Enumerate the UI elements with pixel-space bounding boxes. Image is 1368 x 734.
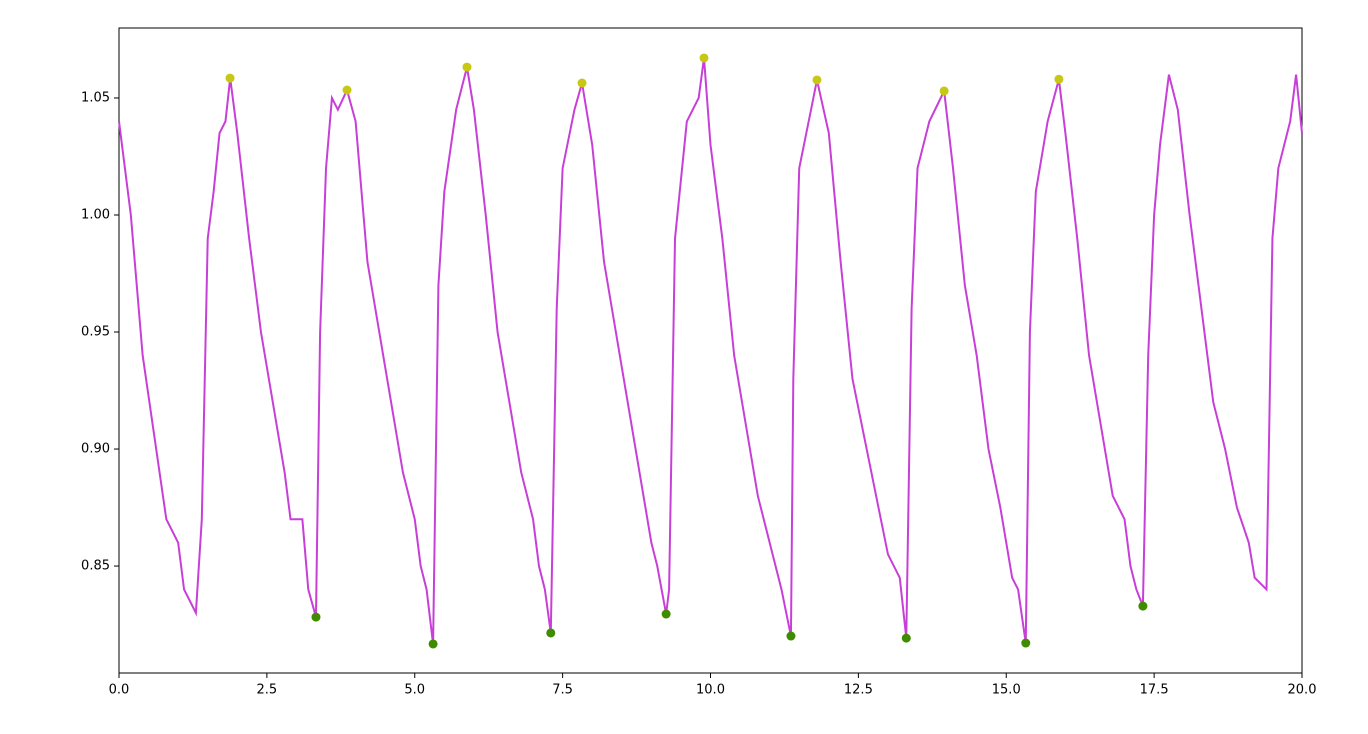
- peak-marker: [342, 85, 352, 95]
- x-tick-label: 2.5: [257, 683, 278, 698]
- x-tick-label: 5.0: [404, 683, 425, 698]
- peak-marker: [699, 53, 709, 63]
- y-tick-label: 0.95: [81, 325, 110, 340]
- plot-area: [118, 27, 1303, 674]
- trough-marker: [786, 631, 796, 641]
- y-tick-label: 0.90: [81, 442, 110, 457]
- peak-marker: [577, 78, 587, 88]
- x-tick-label: 20.0: [1288, 683, 1317, 698]
- peak-marker: [225, 73, 235, 83]
- y-tick-label: 0.85: [81, 559, 110, 574]
- peak-marker: [812, 75, 822, 85]
- peak-marker: [1054, 74, 1064, 84]
- trough-marker: [428, 639, 438, 649]
- x-tick-label: 7.5: [552, 683, 573, 698]
- trough-marker: [311, 612, 321, 622]
- trough-marker: [1138, 601, 1148, 611]
- x-tick-label: 15.0: [992, 683, 1021, 698]
- trough-marker: [901, 633, 911, 643]
- trough-marker: [546, 628, 556, 638]
- x-tick-label: 17.5: [1140, 683, 1169, 698]
- x-tick-label: 0.0: [109, 683, 130, 698]
- peak-marker: [939, 86, 949, 96]
- trough-marker: [661, 609, 671, 619]
- y-tick-label: 1.00: [81, 207, 110, 222]
- x-tick-label: 10.0: [696, 683, 725, 698]
- signal-line: [118, 57, 1303, 645]
- peak-marker: [462, 62, 472, 72]
- trough-marker: [1021, 638, 1031, 648]
- y-tick-label: 1.05: [81, 90, 110, 105]
- x-tick-label: 12.5: [844, 683, 873, 698]
